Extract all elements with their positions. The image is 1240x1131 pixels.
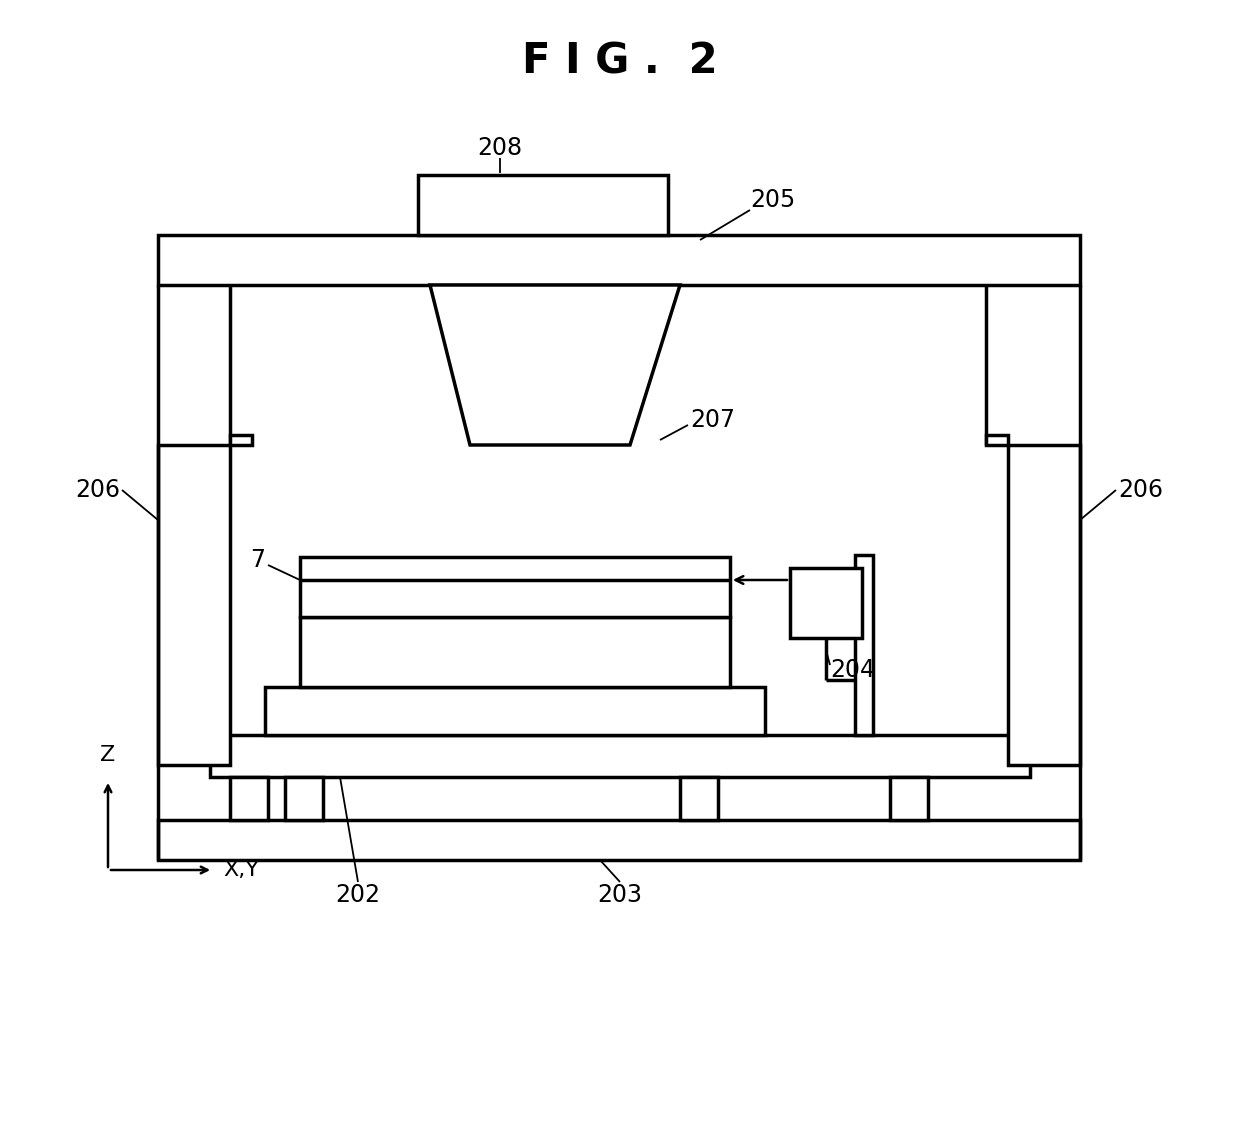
Bar: [229, 435, 252, 444]
Text: 203: 203: [598, 883, 642, 907]
Text: 206: 206: [1118, 478, 1163, 502]
Text: 204: 204: [830, 658, 875, 682]
Text: Z: Z: [100, 745, 115, 765]
Bar: [300, 618, 730, 687]
Text: F I G .  2: F I G . 2: [522, 41, 718, 83]
Bar: [157, 235, 1080, 285]
Text: X,Y: X,Y: [223, 860, 259, 880]
Text: 208: 208: [477, 136, 522, 159]
Bar: [157, 820, 1080, 860]
Bar: [229, 777, 268, 820]
Text: 206: 206: [74, 478, 120, 502]
Bar: [790, 568, 862, 638]
Bar: [157, 444, 229, 765]
Polygon shape: [430, 285, 680, 444]
Text: 7: 7: [250, 549, 265, 572]
Bar: [680, 777, 718, 820]
Bar: [300, 556, 730, 618]
Bar: [265, 687, 765, 735]
Bar: [1008, 444, 1080, 765]
Bar: [890, 777, 928, 820]
Bar: [210, 735, 1030, 777]
Text: 202: 202: [336, 883, 381, 907]
Text: 205: 205: [750, 188, 795, 211]
Bar: [418, 175, 668, 235]
Text: 207: 207: [689, 408, 735, 432]
Bar: [856, 555, 873, 735]
Bar: [986, 435, 1008, 444]
Bar: [285, 777, 322, 820]
